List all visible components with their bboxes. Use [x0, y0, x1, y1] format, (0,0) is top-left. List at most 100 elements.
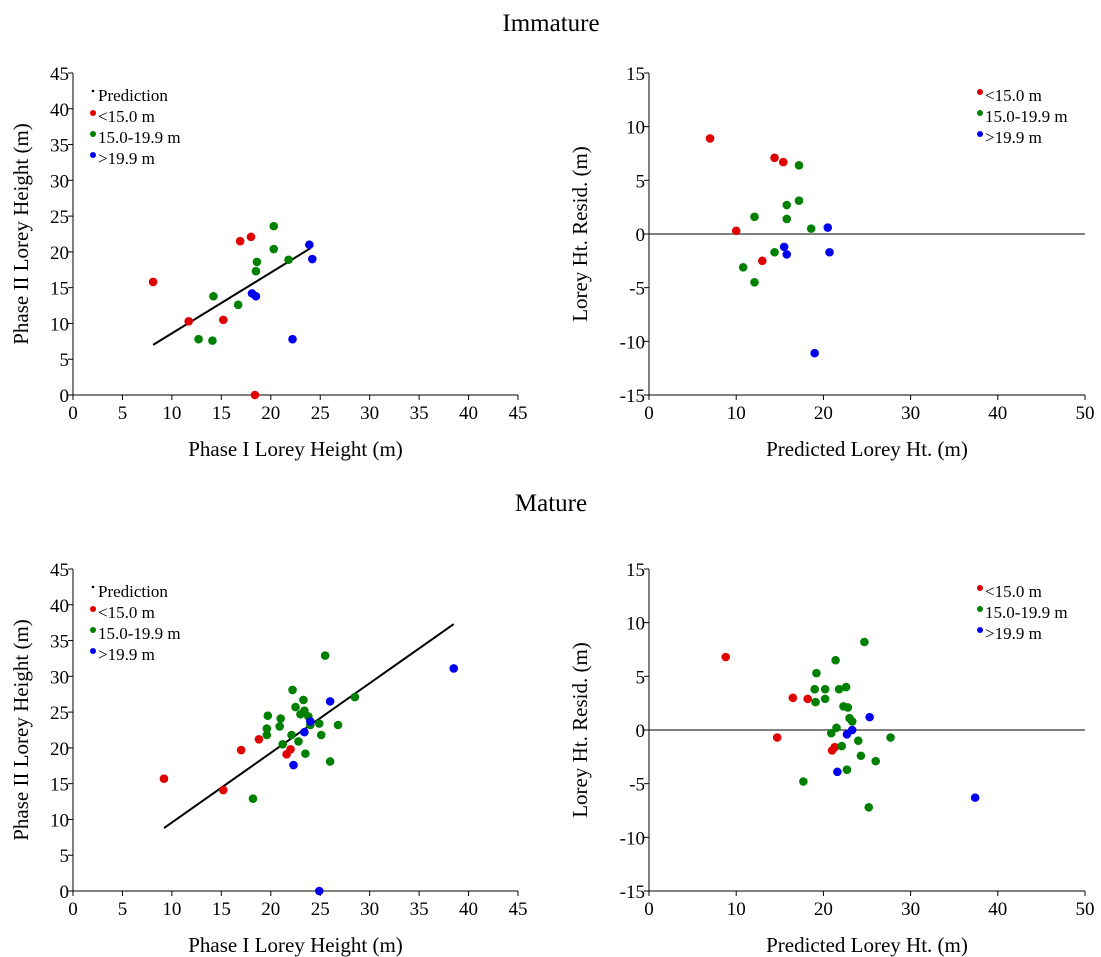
- x-tick-label: 45: [509, 403, 528, 424]
- data-point: [782, 200, 792, 210]
- y-tick-label: -15: [620, 386, 645, 407]
- y-axis-label: Phase II Lorey Height (m): [9, 619, 33, 841]
- x-tick-label: 10: [727, 899, 746, 920]
- x-tick-label: 10: [162, 899, 181, 920]
- legend-entry: 15.0-19.9 m: [985, 107, 1068, 126]
- legend-marker: [977, 627, 983, 633]
- y-tick-label: 5: [60, 846, 70, 867]
- x-tick-label: 30: [360, 899, 379, 920]
- x-tick-label: 40: [988, 899, 1007, 920]
- data-point: [803, 694, 813, 704]
- legend-entry: <15.0 m: [98, 603, 155, 622]
- data-point: [294, 737, 303, 746]
- legend-entry: Prediction: [98, 86, 168, 105]
- legend: Prediction <15.0 m 15.0-19.9 m >19.9 m: [90, 582, 181, 664]
- series-15-0-m: [721, 652, 840, 755]
- series-15-0-m: [159, 735, 295, 795]
- y-tick-label: 15: [50, 279, 69, 300]
- y-tick-label: 20: [50, 739, 69, 760]
- legend-marker: [977, 110, 983, 116]
- y-tick-label: 5: [636, 667, 646, 688]
- data-point: [449, 664, 459, 673]
- data-point: [794, 196, 804, 206]
- x-tick-label: 20: [261, 899, 280, 920]
- data-point: [308, 254, 317, 264]
- x-tick-label: 30: [901, 899, 920, 920]
- x-tick-label: 15: [212, 403, 231, 424]
- data-point: [830, 742, 840, 752]
- legend-entry: <15.0 m: [98, 107, 155, 126]
- legend-marker: [90, 648, 96, 654]
- prediction-line: [152, 247, 311, 346]
- y-tick-label: 35: [50, 136, 69, 157]
- y-tick-label: 0: [60, 386, 70, 407]
- data-point: [823, 223, 833, 232]
- data-point: [799, 777, 808, 786]
- data-point: [288, 334, 297, 344]
- legend-entry: >19.9 m: [985, 128, 1042, 147]
- legend-marker: [977, 89, 983, 95]
- data-point: [810, 684, 819, 694]
- x-axis-label: Predicted Lorey Ht. (m): [766, 437, 968, 461]
- y-axis-label: Phase II Lorey Height (m): [9, 123, 33, 345]
- data-point: [306, 717, 315, 726]
- y-tick-label: -10: [620, 332, 645, 353]
- x-tick-label: 25: [311, 899, 330, 920]
- data-point: [831, 655, 840, 665]
- data-point: [864, 802, 874, 812]
- data-point: [772, 733, 782, 742]
- y-tick-label: 30: [50, 667, 69, 688]
- legend-marker: [90, 627, 96, 633]
- x-tick-label: 40: [988, 403, 1007, 424]
- y-tick-label: 15: [626, 560, 645, 581]
- legend-entry: >19.9 m: [98, 149, 155, 168]
- data-point: [252, 257, 262, 267]
- data-point: [770, 247, 779, 257]
- data-point: [248, 794, 258, 803]
- x-axis-label: Phase I Lorey Height (m): [188, 437, 403, 461]
- chart-imm_obs: 0 5 10 15 20 25 30 35 40 45 0 5 10 15 20 25 30 35 40 45 Phas…: [9, 64, 528, 461]
- data-point: [219, 785, 228, 795]
- legend-entry: 15.0-19.9 m: [98, 624, 181, 643]
- chart-mat_obs: 0 5 10 15 20 25 30 35 40 45 0 5 10 15 20 25 30 35 40 45 Phas…: [9, 560, 528, 957]
- series-15-0-19-9-m: [738, 161, 816, 287]
- data-point: [305, 240, 314, 250]
- data-point: [970, 793, 980, 802]
- y-tick-label: 40: [50, 596, 69, 617]
- series-19-9-m: [247, 240, 317, 344]
- x-tick-label: 35: [410, 403, 429, 424]
- data-point: [832, 723, 841, 733]
- y-tick-label: 25: [50, 207, 69, 228]
- data-point: [325, 757, 335, 766]
- legend-marker: [977, 131, 983, 137]
- legend-entry: 15.0-19.9 m: [985, 603, 1068, 622]
- data-point: [269, 244, 279, 254]
- y-tick-label: -5: [629, 775, 645, 796]
- y-tick-label: 10: [50, 810, 69, 831]
- y-tick-label: 15: [626, 64, 645, 85]
- data-point: [184, 316, 193, 326]
- data-point: [299, 695, 308, 705]
- legend-entry: <15.0 m: [985, 86, 1042, 105]
- data-point: [278, 740, 287, 749]
- y-tick-label: 35: [50, 632, 69, 653]
- data-point: [250, 390, 260, 400]
- y-tick-label: 15: [50, 775, 69, 796]
- legend: <15.0 m 15.0-19.9 m >19.9 m: [977, 86, 1068, 147]
- data-point: [833, 767, 842, 777]
- data-point: [316, 730, 326, 740]
- series-15-0-19-9-m: [799, 637, 895, 812]
- y-tick-label: 25: [50, 703, 69, 724]
- x-tick-label: 45: [509, 899, 528, 920]
- data-point: [289, 760, 298, 770]
- legend-marker: [977, 585, 983, 591]
- data-point: [782, 214, 792, 224]
- data-point: [886, 733, 895, 742]
- x-tick-label: 15: [212, 899, 231, 920]
- data-point: [843, 703, 853, 712]
- data-point: [262, 724, 272, 733]
- x-tick-label: 30: [901, 403, 920, 424]
- x-tick-label: 5: [118, 403, 128, 424]
- data-point: [731, 226, 741, 236]
- data-point: [262, 730, 272, 740]
